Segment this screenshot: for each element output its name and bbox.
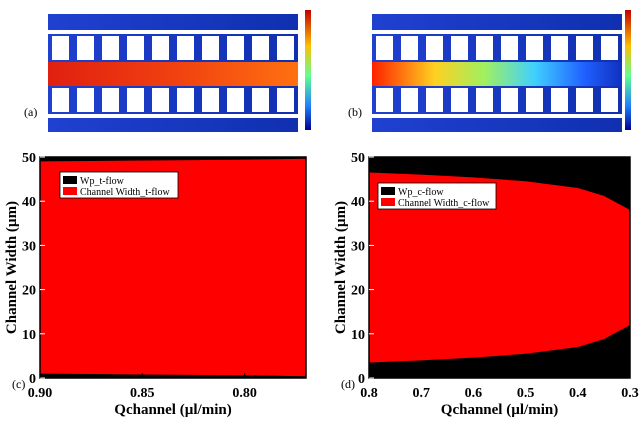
y-tick-label: 0 (29, 372, 36, 387)
x-tick-label: 0.80 (232, 386, 257, 401)
y-tick-label: 30 (351, 239, 365, 254)
pillar-gap (152, 36, 169, 60)
y-tick-label: 20 (351, 284, 365, 299)
pillar-gap (476, 88, 493, 112)
x-tick-label: 0.4 (569, 386, 587, 401)
legend-box (59, 171, 179, 199)
x-tick-label: 0.8 (360, 386, 378, 401)
colorbar (305, 10, 311, 130)
legend-swatch (381, 198, 395, 206)
x-tick-label: 0.7 (412, 386, 430, 401)
pillar-gap (102, 36, 119, 60)
pillar-gap (601, 88, 618, 112)
y-tick-label: 10 (22, 328, 36, 343)
x-axis-label: Qchannel (µl/min) (114, 402, 231, 418)
pillar-gap (102, 88, 119, 112)
pillar-gap (77, 88, 94, 112)
pillar-gap (202, 88, 219, 112)
y-axis-label: Channel Width (µm) (4, 201, 20, 334)
lower-gap (372, 114, 622, 118)
pillar-gap (277, 36, 294, 60)
y-tick-label: 50 (351, 151, 365, 166)
upper-gap (48, 30, 298, 34)
pillar-gap (426, 36, 443, 60)
pillar-gap (476, 36, 493, 60)
upper-gap (372, 30, 622, 34)
legend-label: Channel Width_c-flow (398, 198, 490, 209)
pillar-gap (501, 36, 518, 60)
flow-band (48, 62, 298, 86)
pillar-gap (401, 88, 418, 112)
pillar-gap (177, 88, 194, 112)
y-tick-label: 50 (22, 151, 36, 166)
y-axis-label: Channel Width (µm) (333, 201, 349, 334)
panel-label: (c) (12, 377, 25, 391)
area (40, 373, 306, 378)
y-tick-label: 40 (22, 195, 36, 210)
x-axis-label: Qchannel (µl/min) (441, 402, 558, 418)
pillar-gap (401, 36, 418, 60)
x-tick-label: 0.85 (130, 386, 155, 401)
panel-label: (a) (24, 105, 37, 119)
legend-swatch (381, 187, 395, 195)
y-tick-label: 20 (22, 284, 36, 299)
simulation-images: (a) (b) (24, 10, 631, 132)
y-tick-label: 10 (351, 328, 365, 343)
panel-label: (b) (348, 105, 362, 119)
legend-swatch (63, 187, 77, 195)
pillar-gap (127, 88, 144, 112)
y-tick-label: 30 (22, 239, 36, 254)
pillar-gap (52, 88, 69, 112)
pillar-gap (252, 88, 269, 112)
y-tick-label: 0 (358, 372, 365, 387)
pillar-gap (127, 36, 144, 60)
plot-frame (368, 156, 631, 379)
pillar-gap (601, 36, 618, 60)
legend-label: Wp_t-flow (80, 176, 125, 187)
pillar-gap (576, 88, 593, 112)
area (40, 158, 306, 377)
area (369, 324, 630, 378)
lower-gap (48, 114, 298, 118)
pillar-gap (277, 88, 294, 112)
pillar-gap (451, 88, 468, 112)
x-tick-label: 0.90 (28, 386, 53, 401)
pillar-gap (551, 36, 568, 60)
colorbar (625, 10, 631, 130)
x-tick-label: 0.6 (465, 386, 483, 401)
panel-label: (d) (341, 377, 355, 391)
pillar-gap (551, 88, 568, 112)
pillar-gap (576, 36, 593, 60)
legend-box (377, 182, 497, 210)
pillar-gap (451, 36, 468, 60)
pillar-gap (77, 36, 94, 60)
area (369, 172, 630, 363)
pillar-gap (501, 88, 518, 112)
x-tick-label: 0.3 (621, 386, 639, 401)
pillar-gap (252, 36, 269, 60)
pillar-gap (177, 36, 194, 60)
pillar-gap (526, 36, 543, 60)
y-tick-label: 40 (351, 195, 365, 210)
pillar-gap (376, 88, 393, 112)
pillar-gap (227, 36, 244, 60)
legend-label: Wp_c-flow (398, 187, 444, 198)
x-tick-label: 0.5 (517, 386, 535, 401)
pillar-gap (426, 88, 443, 112)
pillar-gap (52, 36, 69, 60)
pillar-gap (152, 88, 169, 112)
legend-label: Channel Width_t-flow (80, 187, 170, 198)
pillar-gap (376, 36, 393, 60)
pillar-gap (526, 88, 543, 112)
legend-swatch (63, 176, 77, 184)
flow-band (372, 62, 622, 86)
pillar-gap (202, 36, 219, 60)
pillar-gap (227, 88, 244, 112)
plot-frame (39, 156, 307, 379)
